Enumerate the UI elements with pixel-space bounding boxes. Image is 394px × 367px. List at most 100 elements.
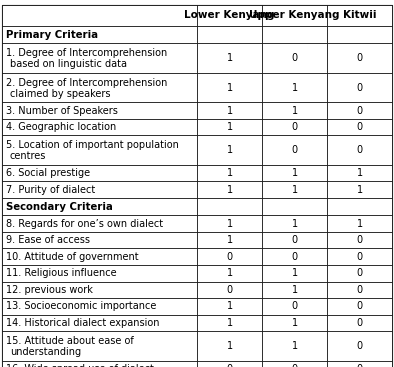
Bar [2,232,197,248]
Text: 0: 0 [357,106,363,116]
Bar [2,198,197,215]
Bar [197,182,262,198]
Text: 3. Number of Speakers: 3. Number of Speakers [6,106,118,116]
Text: 1: 1 [227,122,232,132]
Text: 10. Attitude of government: 10. Attitude of government [6,252,139,262]
Text: 1: 1 [357,185,363,195]
Text: 1: 1 [227,53,232,63]
Bar [327,360,392,367]
Text: 1: 1 [292,83,298,93]
Bar [2,265,197,281]
Text: 0: 0 [292,53,298,63]
Bar [197,265,262,281]
Bar [2,215,197,232]
Text: 0: 0 [227,285,232,295]
Text: 13. Socioeconomic importance: 13. Socioeconomic importance [6,301,156,311]
Bar [262,248,327,265]
Bar [197,331,262,360]
Text: 9. Ease of access: 9. Ease of access [6,235,90,245]
Bar [327,5,392,26]
Bar [197,315,262,331]
Bar [262,281,327,298]
Text: 1: 1 [292,318,298,328]
Bar [197,135,262,165]
Bar [2,119,197,135]
Text: 1: 1 [227,318,232,328]
Text: 0: 0 [357,285,363,295]
Text: 6. Social prestige: 6. Social prestige [6,168,90,178]
Bar [2,135,197,165]
Text: 4. Geographic location: 4. Geographic location [6,122,116,132]
Bar [197,102,262,119]
Bar [197,248,262,265]
Text: 0: 0 [227,252,232,262]
Text: 15. Attitude about ease of: 15. Attitude about ease of [6,336,134,346]
Bar [262,102,327,119]
Bar [327,215,392,232]
Text: 16. Wide spread use of dialect: 16. Wide spread use of dialect [6,364,154,367]
Text: 5. Location of important population: 5. Location of important population [6,140,179,150]
Text: Upper Kenyang: Upper Kenyang [249,11,340,21]
Text: 1: 1 [292,168,298,178]
Text: 11. Religious influence: 11. Religious influence [6,268,117,278]
Text: 1: 1 [292,341,298,351]
Text: 0: 0 [357,318,363,328]
Bar [262,215,327,232]
Text: 0: 0 [357,145,363,155]
Bar [197,44,262,73]
Bar [262,182,327,198]
Text: 0: 0 [357,364,363,367]
Text: 1: 1 [292,219,298,229]
Bar [197,5,262,26]
Bar [2,44,197,73]
Bar [2,360,197,367]
Text: understanding: understanding [10,346,81,356]
Text: claimed by speakers: claimed by speakers [10,88,110,98]
Text: 0: 0 [357,235,363,245]
Text: 1: 1 [292,268,298,278]
Bar [327,73,392,102]
Bar [2,5,197,26]
Bar [2,26,197,44]
Bar [197,215,262,232]
Text: 2. Degree of Intercomprehension: 2. Degree of Intercomprehension [6,78,167,88]
Bar [327,232,392,248]
Bar [2,73,197,102]
Text: 1: 1 [227,185,232,195]
Bar [197,119,262,135]
Text: Secondary Criteria: Secondary Criteria [6,202,113,212]
Bar [327,135,392,165]
Text: centres: centres [10,151,46,161]
Bar [262,135,327,165]
Text: 0: 0 [357,268,363,278]
Bar [262,331,327,360]
Bar [262,315,327,331]
Bar [262,298,327,315]
Text: 14. Historical dialect expansion: 14. Historical dialect expansion [6,318,160,328]
Text: 1: 1 [227,145,232,155]
Bar [327,182,392,198]
Bar [197,360,262,367]
Text: 8. Regards for one’s own dialect: 8. Regards for one’s own dialect [6,219,163,229]
Text: 1: 1 [227,219,232,229]
Bar [327,281,392,298]
Text: 1: 1 [357,219,363,229]
Bar [262,119,327,135]
Text: Primary Criteria: Primary Criteria [6,30,98,40]
Bar [2,331,197,360]
Bar [197,73,262,102]
Bar [327,26,392,44]
Bar [197,26,262,44]
Bar [262,360,327,367]
Bar [197,198,262,215]
Text: 12. previous work: 12. previous work [6,285,93,295]
Bar [327,198,392,215]
Bar [2,102,197,119]
Bar [262,232,327,248]
Bar [197,281,262,298]
Text: Kitwii: Kitwii [343,11,376,21]
Text: 1: 1 [357,168,363,178]
Bar [262,44,327,73]
Bar [327,265,392,281]
Bar [262,73,327,102]
